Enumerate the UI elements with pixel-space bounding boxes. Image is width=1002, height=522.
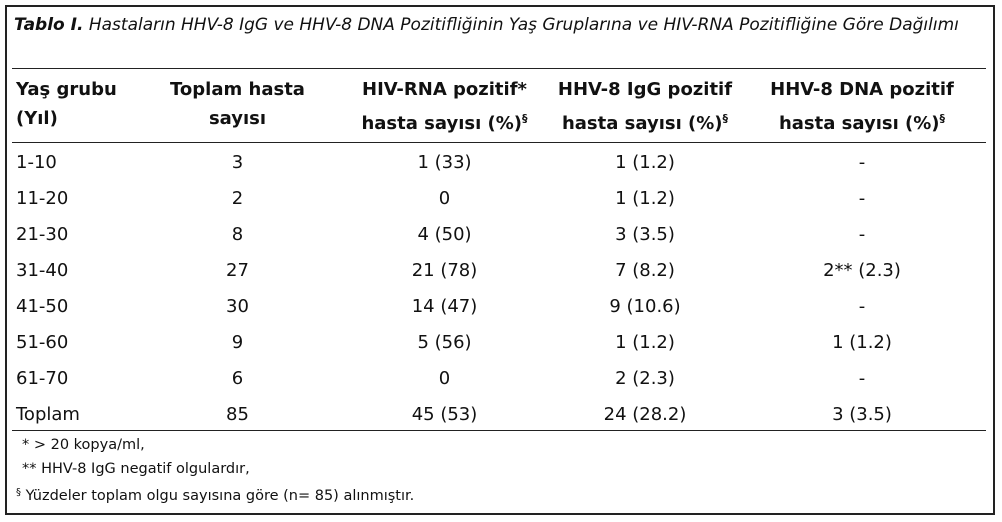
table-cell: 45 (53) xyxy=(411,404,478,425)
column-header: Toplam hasta sayısı xyxy=(150,75,325,133)
column-header-line: HHV-8 DNA pozitif xyxy=(770,79,954,100)
table-cell: 1 (1.2) xyxy=(615,332,675,353)
caption-text: Hastaların HHV-8 IgG ve HHV-8 DNA Poziti… xyxy=(83,15,959,35)
table-cell: Toplam xyxy=(16,404,80,425)
table-cell: 9 xyxy=(231,332,244,353)
footnote: ** HHV-8 IgG negatif olgulardır, xyxy=(22,461,250,477)
header-bottom-rule xyxy=(12,142,986,143)
column-header-line: Yaş grubu xyxy=(16,79,117,100)
footnote: * > 20 kopya/ml, xyxy=(22,437,145,453)
table-caption: Tablo I. Hastaların HHV-8 IgG ve HHV-8 D… xyxy=(14,14,986,36)
table-cell: 7 (8.2) xyxy=(615,260,675,281)
table-cell: 1 (33) xyxy=(417,152,472,173)
table-cell: 41-50 xyxy=(16,296,69,317)
column-header: HIV-RNA pozitif* hasta sayısı (%)§ xyxy=(332,75,557,138)
column-header-line: sayısı xyxy=(208,108,267,129)
table-cell: - xyxy=(858,152,866,173)
table-cell: 0 xyxy=(438,188,451,209)
table-cell: 9 (10.6) xyxy=(609,296,681,317)
table-cell: 24 (28.2) xyxy=(603,404,687,425)
table-cell: - xyxy=(858,296,866,317)
footnote: § Yüzdeler toplam olgu sayısına göre (n=… xyxy=(16,487,415,504)
table-cell: 5 (56) xyxy=(417,332,472,353)
column-header-line: hasta sayısı (%)§ xyxy=(561,112,729,134)
column-header: HHV-8 DNA pozitif hasta sayısı (%)§ xyxy=(748,75,976,138)
table-cell: - xyxy=(858,224,866,245)
table-cell: 14 (47) xyxy=(411,296,478,317)
table-cell: 0 xyxy=(438,368,451,389)
table-cell: 1 (1.2) xyxy=(832,332,892,353)
table-cell: 3 (3.5) xyxy=(832,404,892,425)
table-bottom-rule xyxy=(12,430,986,431)
table-cell: 2 (2.3) xyxy=(615,368,675,389)
column-header: Yaş grubu (Yıl) xyxy=(16,75,166,133)
table-cell: 4 (50) xyxy=(417,224,472,245)
table-cell: 11-20 xyxy=(16,188,69,209)
table-frame xyxy=(5,5,995,515)
table-cell: 6 xyxy=(231,368,244,389)
caption-label: Tablo I. xyxy=(14,15,84,35)
table-cell: 27 xyxy=(226,260,249,281)
column-header: HHV-8 IgG pozitif hasta sayısı (%)§ xyxy=(545,75,745,138)
column-header-line: HHV-8 IgG pozitif xyxy=(557,79,733,100)
table-cell: 85 xyxy=(226,404,249,425)
table-cell: 61-70 xyxy=(16,368,69,389)
table-cell: 31-40 xyxy=(16,260,69,281)
column-header-line: (Yıl) xyxy=(16,108,58,129)
table-cell: 30 xyxy=(226,296,249,317)
table-cell: 2 xyxy=(231,188,244,209)
table-cell: 1 (1.2) xyxy=(615,152,675,173)
table-cell: 3 xyxy=(231,152,244,173)
table-cell: - xyxy=(858,188,866,209)
table-cell: 8 xyxy=(231,224,244,245)
column-header-line: hasta sayısı (%)§ xyxy=(778,112,946,134)
table-cell: 3 (3.5) xyxy=(615,224,675,245)
table-cell: - xyxy=(858,368,866,389)
column-header-line: Toplam hasta xyxy=(170,79,305,100)
table-cell: 21-30 xyxy=(16,224,69,245)
table-cell: 1-10 xyxy=(16,152,57,173)
table-cell: 21 (78) xyxy=(411,260,478,281)
table-cell: 1 (1.2) xyxy=(615,188,675,209)
table-cell: 51-60 xyxy=(16,332,69,353)
column-header-line: HIV-RNA pozitif* xyxy=(362,79,527,100)
table-cell: 2** (2.3) xyxy=(823,260,901,281)
column-header-line: hasta sayısı (%)§ xyxy=(361,112,528,134)
header-top-rule xyxy=(12,68,986,69)
